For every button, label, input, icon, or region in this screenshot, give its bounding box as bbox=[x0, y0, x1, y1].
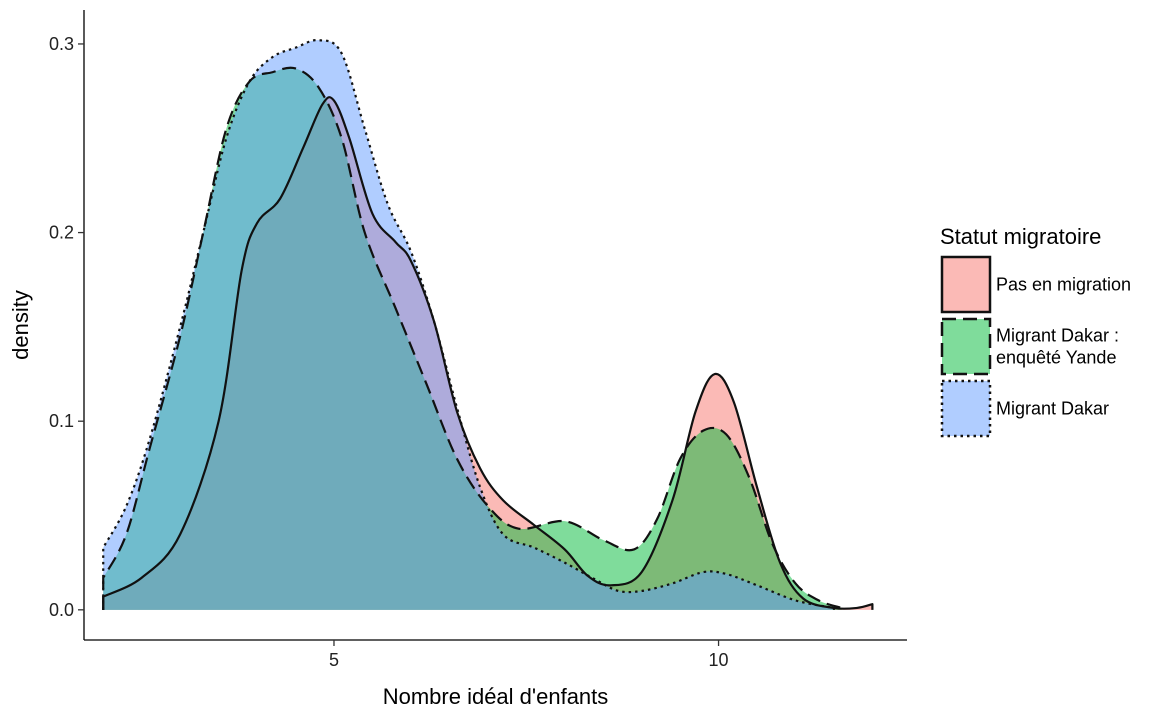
legend-label-1: Migrant Dakar : bbox=[996, 326, 1119, 346]
x-tick-label: 5 bbox=[329, 650, 339, 670]
legend-key-outline-0 bbox=[940, 255, 992, 314]
y-tick-label: 0.1 bbox=[49, 411, 74, 431]
legend-items: Pas en migration Migrant Dakar :enquêté Y… bbox=[940, 255, 1131, 438]
legend-title: Statut migratoire bbox=[940, 224, 1101, 249]
density-area-2 bbox=[103, 40, 834, 610]
y-tick-label: 0.2 bbox=[49, 223, 74, 243]
y-axis-title: density bbox=[8, 290, 33, 360]
density-areas bbox=[103, 40, 873, 610]
density-line-0 bbox=[102, 96, 874, 610]
legend-key-fill-1 bbox=[942, 319, 990, 374]
legend-key-fill-2 bbox=[942, 381, 990, 436]
legend-label-1: enquêté Yande bbox=[996, 348, 1116, 368]
legend-key-fill-0 bbox=[942, 257, 990, 312]
legend-key-outline-1 bbox=[940, 317, 992, 376]
density-line-2 bbox=[102, 39, 836, 610]
density-lines bbox=[102, 39, 874, 610]
x-axis-ticks: 5 10 bbox=[329, 640, 729, 670]
y-tick-label: 0.3 bbox=[49, 34, 74, 54]
y-tick-label: 0.0 bbox=[49, 600, 74, 620]
density-line-1 bbox=[102, 66, 843, 610]
legend-label-0: Pas en migration bbox=[996, 275, 1131, 295]
y-axis-ticks: 0.0 0.1 0.2 0.3 bbox=[49, 34, 84, 620]
x-axis-title: Nombre idéal d'enfants bbox=[383, 684, 609, 709]
legend-label-2: Migrant Dakar bbox=[996, 399, 1109, 419]
legend: Statut migratoire Pas en migration Migran… bbox=[940, 224, 1131, 438]
x-tick-label: 10 bbox=[709, 650, 729, 670]
